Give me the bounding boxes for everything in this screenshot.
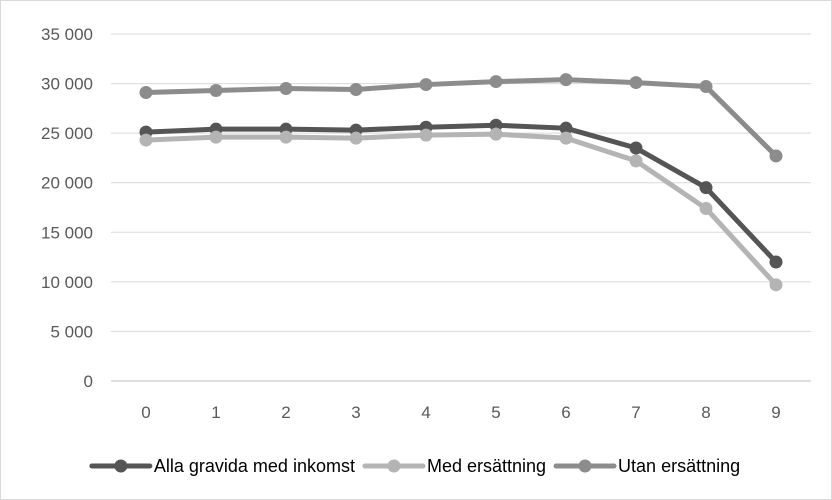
x-axis-ticks: 0 1 2 3 4 5 6 7 8 9: [141, 403, 780, 422]
legend-marker: [387, 459, 401, 473]
series-2: [139, 73, 783, 163]
data-point: [559, 121, 573, 135]
data-point: [699, 181, 713, 195]
y-tick-label: 5 000: [50, 322, 93, 341]
data-point: [629, 141, 643, 155]
legend-item: Alla gravida med inkomst: [89, 456, 355, 476]
y-tick-label: 30 000: [41, 75, 93, 94]
series-line: [143, 131, 779, 288]
data-point: [279, 82, 293, 96]
series-line: [143, 77, 779, 159]
data-point: [769, 149, 783, 163]
data-point: [699, 80, 713, 94]
y-tick-label: 25 000: [41, 124, 93, 143]
data-point: [629, 76, 643, 90]
data-point: [629, 154, 643, 168]
legend-marker: [114, 459, 128, 473]
y-tick-label: 0: [84, 372, 93, 391]
x-tick-label: 0: [141, 403, 150, 422]
series-lines: [139, 73, 783, 292]
legend-label: Alla gravida med inkomst: [154, 456, 355, 476]
data-point: [279, 130, 293, 144]
y-axis-ticks: 0 5 000 10 000 15 000 20 000 25 000 30 000 35 0…: [41, 25, 93, 391]
series-line: [143, 122, 779, 265]
legend-label: Utan ersättning: [618, 456, 740, 476]
data-point: [559, 73, 573, 87]
data-point: [489, 127, 503, 141]
data-point: [139, 85, 153, 99]
data-point: [699, 201, 713, 215]
legend-marker: [578, 459, 592, 473]
x-tick-label: 3: [351, 403, 360, 422]
x-tick-label: 1: [211, 403, 220, 422]
series-1: [139, 127, 783, 292]
data-point: [139, 133, 153, 147]
data-point: [769, 278, 783, 292]
data-point: [419, 78, 433, 92]
data-point: [419, 128, 433, 142]
x-tick-label: 7: [631, 403, 640, 422]
y-tick-label: 20 000: [41, 174, 93, 193]
x-tick-label: 6: [561, 403, 570, 422]
data-point: [489, 75, 503, 89]
x-tick-label: 4: [421, 403, 430, 422]
legend-label: Med ersättning: [427, 456, 546, 476]
data-point: [209, 84, 223, 98]
data-point: [209, 130, 223, 144]
legend-item: Utan ersättning: [553, 456, 740, 476]
legend: Alla gravida med inkomst Med ersättning Ut…: [89, 456, 740, 476]
x-tick-label: 2: [281, 403, 290, 422]
data-point: [559, 131, 573, 145]
y-tick-label: 10 000: [41, 273, 93, 292]
x-tick-label: 5: [491, 403, 500, 422]
data-point: [349, 83, 363, 97]
data-point: [769, 255, 783, 269]
x-tick-label: 9: [771, 403, 780, 422]
x-tick-label: 8: [701, 403, 710, 422]
y-tick-label: 15 000: [41, 223, 93, 242]
data-point: [489, 118, 503, 132]
data-point: [349, 131, 363, 145]
y-tick-label: 35 000: [41, 25, 93, 44]
legend-item: Med ersättning: [362, 456, 546, 476]
